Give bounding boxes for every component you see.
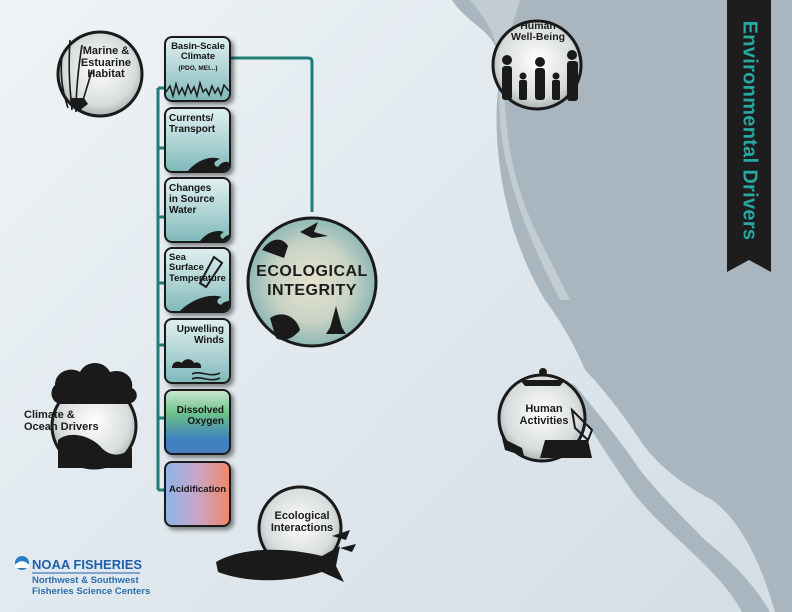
driver-label: Acidification	[169, 484, 227, 495]
activities-label: Human Activities	[519, 403, 569, 427]
habitat-circle	[56, 30, 144, 118]
driver-card-acidification[interactable]: Acidification	[164, 461, 231, 527]
driver-card-source-water[interactable]: Changes in Source Water	[164, 177, 231, 243]
driver-label: Currents/ Transport	[169, 113, 216, 135]
ecological-integrity-label: ECOLOGICAL INTEGRITY	[256, 263, 368, 300]
coastline-land	[452, 0, 792, 612]
driver-label: Dissolved Oxygen	[176, 405, 224, 427]
wellbeing-label: Human Well-Being	[510, 20, 566, 44]
wind-cloud-icon	[172, 359, 221, 381]
ecological-integrity-circle	[246, 216, 378, 348]
driver-label: Basin-Scale Climate (PDO, MEI...)	[171, 41, 225, 72]
thermometer-icon	[180, 255, 229, 311]
climate-signal-icon	[166, 80, 229, 99]
driver-card-basin-scale-climate[interactable]: Basin-Scale Climate (PDO, MEI...)	[164, 36, 231, 102]
peninsula-land	[560, 380, 770, 612]
interactions-circle	[216, 485, 356, 582]
climate-circle	[50, 363, 138, 470]
activities-circle	[497, 368, 594, 463]
driver-card-sea-surface-temperature[interactable]: Sea Surface Temperature	[164, 247, 231, 313]
driver-card-dissolved-oxygen[interactable]: Dissolved Oxygen	[164, 389, 231, 455]
climate-label: Climate & Ocean Drivers	[24, 409, 99, 433]
habitat-label: Marine & Estuarine Habitat	[80, 45, 132, 81]
driver-label: Changes in Source Water	[169, 183, 215, 216]
wave-icon	[188, 157, 229, 171]
interactions-label: Ecological Interactions	[270, 510, 334, 534]
noaa-brand: NOAA FISHERIES	[32, 557, 143, 572]
driver-label: Upwelling Winds	[176, 324, 224, 346]
wellbeing-circle	[491, 19, 583, 111]
driver-label: Sea Surface Temperature	[169, 252, 226, 284]
page-title: Environmental Drivers	[738, 20, 761, 240]
title-ribbon	[727, 0, 771, 272]
wave-icon	[200, 231, 229, 241]
driver-card-currents-transport[interactable]: Currents/ Transport	[164, 107, 231, 173]
driver-card-upwelling-winds[interactable]: Upwelling Winds	[164, 318, 231, 384]
noaa-subtitle: Northwest & Southwest Fisheries Science …	[32, 575, 151, 597]
title-ribbon-label: Environmental Drivers	[727, 0, 771, 260]
connector-lines	[156, 56, 314, 492]
